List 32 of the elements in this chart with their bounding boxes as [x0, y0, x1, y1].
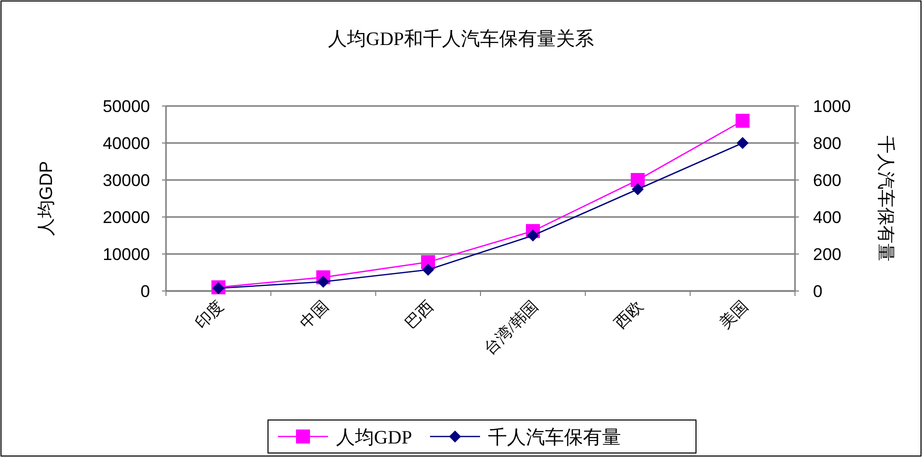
- point: [526, 230, 539, 242]
- y-tick-label: 20000: [102, 208, 150, 227]
- point: [736, 137, 749, 149]
- x-tick-label: 巴西: [402, 298, 437, 332]
- chart-title: 人均GDP和千人汽车保有量关系: [328, 29, 594, 50]
- legend-label: 千人汽车保有量: [488, 428, 622, 448]
- y-tick-label: 40000: [102, 134, 150, 153]
- y-axis-title: 人均GDP: [36, 160, 56, 236]
- point: [317, 276, 330, 288]
- point: [736, 114, 750, 128]
- x-tick-label: 台湾/韩国: [480, 297, 542, 358]
- point: [422, 264, 434, 276]
- y-tick-label: 0: [140, 282, 150, 301]
- x-tick-label: 中国: [296, 297, 332, 332]
- y-tick-label: 50000: [102, 97, 150, 116]
- legend-item: 人均GDP: [278, 428, 412, 448]
- x-tick-label: 印度: [192, 297, 228, 332]
- y2-tick-label: 800: [813, 134, 842, 153]
- y-tick-label: 10000: [102, 245, 150, 264]
- y2-tick-label: 600: [813, 171, 842, 190]
- y-tick-label: 30000: [102, 171, 150, 190]
- y2-tick-label: 0: [813, 282, 822, 301]
- legend-item: 千人汽车保有量: [430, 428, 622, 448]
- y2-tick-label: 400: [813, 208, 842, 227]
- y2-axis-title: 千人汽车保有量: [876, 136, 896, 262]
- point: [632, 183, 644, 196]
- y2-tick-label: 1000: [813, 97, 851, 116]
- legend-label: 人均GDP: [336, 428, 412, 448]
- y2-tick-label: 200: [813, 245, 842, 264]
- x-tick-label: 西欧: [612, 298, 647, 332]
- x-tick-label: 美国: [716, 297, 752, 332]
- point: [630, 173, 645, 187]
